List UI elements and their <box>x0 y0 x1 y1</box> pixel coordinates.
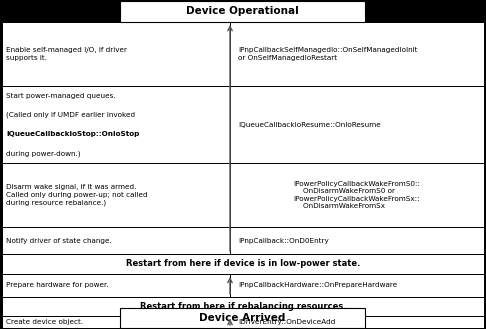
Text: Prepare hardware for power.: Prepare hardware for power. <box>6 283 109 289</box>
Text: during power-down.): during power-down.) <box>6 150 81 157</box>
Bar <box>230 22 484 86</box>
Text: Restart from here if rebalancing resources.: Restart from here if rebalancing resourc… <box>140 302 346 311</box>
Text: IDriverEntry::OnDeviceAdd: IDriverEntry::OnDeviceAdd <box>238 319 335 325</box>
Bar <box>230 163 484 227</box>
Text: (Called only if UMDF earlier invoked: (Called only if UMDF earlier invoked <box>6 112 135 118</box>
Text: Notify driver of state change.: Notify driver of state change. <box>6 238 112 243</box>
Bar <box>2 254 484 274</box>
Bar <box>2 227 230 254</box>
Bar <box>2 22 230 86</box>
Text: IPnpCallbackSelfManagedIo::OnSelfManagedIoInit
or OnSelfManagedIoRestart: IPnpCallbackSelfManagedIo::OnSelfManaged… <box>238 47 417 61</box>
Text: Device Arrived: Device Arrived <box>199 313 286 323</box>
Text: IPowerPolicyCallbackWakeFromS0::
    OnDisarmWakeFromS0 or
IPowerPolicyCallbackW: IPowerPolicyCallbackWakeFromS0:: OnDisar… <box>294 181 420 209</box>
Bar <box>2 86 230 163</box>
Text: Device Operational: Device Operational <box>186 7 299 16</box>
Bar <box>230 86 484 163</box>
Bar <box>120 1 365 22</box>
Text: Disarm wake signal, if it was armed.
Called only during power-up; not called
dur: Disarm wake signal, if it was armed. Cal… <box>6 185 148 206</box>
Text: Create device object.: Create device object. <box>6 319 83 325</box>
Bar <box>230 227 484 254</box>
Text: IPnpCallbackHardware::OnPrepareHardware: IPnpCallbackHardware::OnPrepareHardware <box>238 283 397 289</box>
Bar <box>2 316 230 328</box>
Text: Enable self-managed I/O, if driver
supports it.: Enable self-managed I/O, if driver suppo… <box>6 47 127 61</box>
Text: IPnpCallback::OnD0Entry: IPnpCallback::OnD0Entry <box>238 238 329 243</box>
Text: IQueueCallbackIoResume::OnIoResume: IQueueCallbackIoResume::OnIoResume <box>238 121 381 128</box>
Bar <box>2 297 484 316</box>
Bar <box>120 308 365 328</box>
Bar <box>2 274 230 297</box>
Text: IQueueCallbackIoStop::OnIoStop: IQueueCallbackIoStop::OnIoStop <box>6 131 139 137</box>
Bar <box>2 163 230 227</box>
Text: Restart from here if device is in low-power state.: Restart from here if device is in low-po… <box>126 260 360 268</box>
Text: Start power-managed queues.: Start power-managed queues. <box>6 93 116 99</box>
Bar <box>230 316 484 328</box>
Bar <box>230 274 484 297</box>
